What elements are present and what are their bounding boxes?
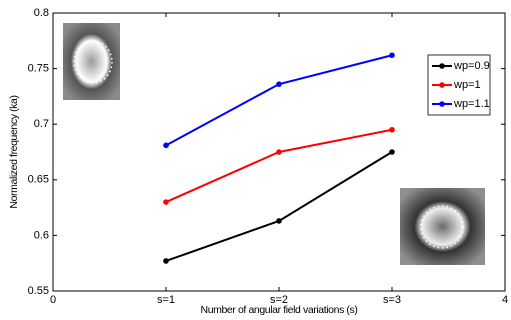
x-tick-label: s=2 — [270, 294, 288, 306]
x-tick-label: 0 — [50, 294, 56, 306]
data-point — [276, 81, 282, 87]
y-tick-label: 0.8 — [34, 7, 49, 19]
data-point — [163, 258, 169, 264]
data-point — [276, 218, 282, 224]
x-tick-label: s=1 — [157, 294, 175, 306]
data-point — [389, 52, 395, 58]
x-tick-label: s=3 — [383, 294, 401, 306]
x-tick-label: 4 — [502, 294, 508, 306]
data-point — [276, 149, 282, 155]
data-point — [389, 149, 395, 155]
y-tick-label: 0.6 — [34, 229, 49, 241]
legend-marker — [439, 63, 445, 69]
inset-image-right — [400, 188, 485, 265]
legend-label: wp=1 — [453, 79, 481, 91]
legend-marker — [439, 82, 445, 88]
legend-label: wp=0.9 — [453, 60, 490, 72]
y-tick-label: 0.75 — [28, 63, 49, 75]
chart: Number of angular field variations (s) N… — [0, 0, 511, 320]
y-tick-label: 0.7 — [34, 118, 49, 130]
inset-image-left — [63, 23, 120, 100]
y-tick-label: 0.55 — [28, 285, 49, 297]
data-point — [163, 199, 169, 205]
legend-label: wp=1.1 — [453, 98, 490, 110]
data-point — [389, 127, 395, 133]
data-point — [163, 143, 169, 149]
y-tick-label: 0.65 — [28, 174, 49, 186]
y-axis-label: Normalized frequency (ka) — [8, 95, 20, 208]
legend-marker — [439, 101, 445, 107]
